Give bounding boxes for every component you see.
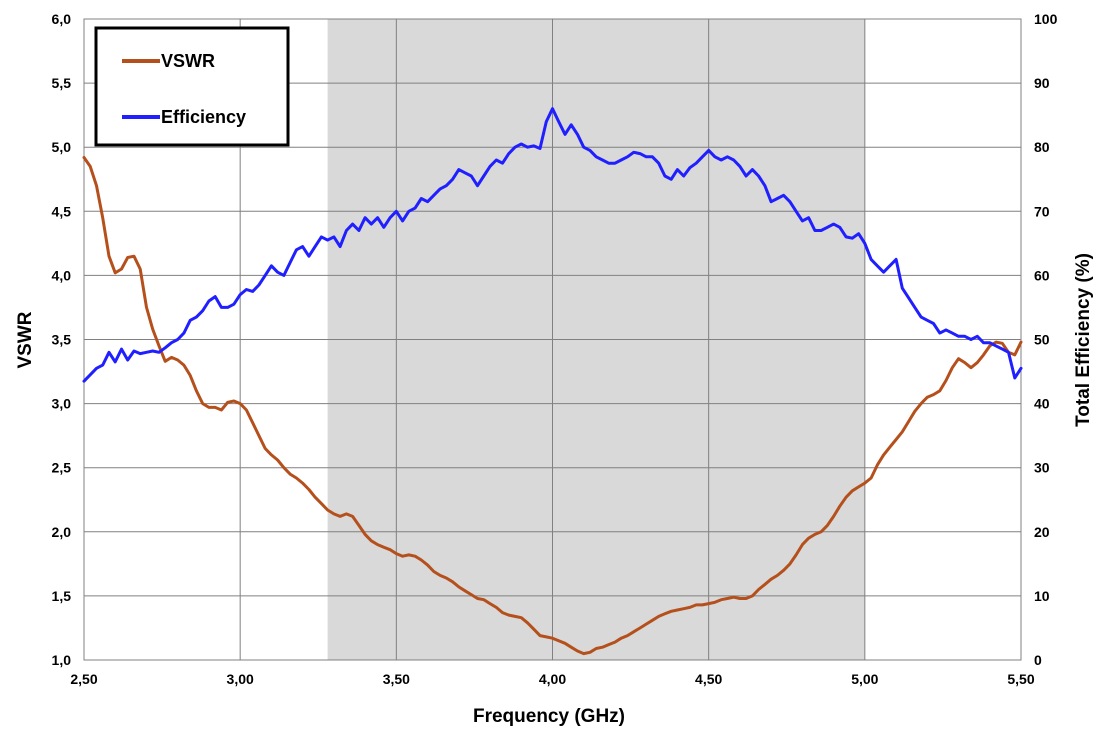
y2-tick-label: 40 xyxy=(1034,396,1050,412)
legend-box xyxy=(94,26,290,147)
y-tick-label: 4,0 xyxy=(52,267,72,283)
legend: VSWR Efficiency xyxy=(94,26,290,147)
y2-axis-title: Total Efficiency (%) xyxy=(1073,253,1094,427)
y-tick-label: 1,0 xyxy=(52,652,72,668)
x-tick-label: 4,50 xyxy=(695,671,722,687)
y2-tick-label: 0 xyxy=(1034,652,1042,668)
plot-area-frame xyxy=(83,18,1022,661)
y2-tick-label: 60 xyxy=(1034,267,1050,283)
x-tick-label: 4,00 xyxy=(539,671,566,687)
y2-tick-label: 80 xyxy=(1034,139,1050,155)
series-line-vswr xyxy=(82,156,1023,656)
y-tick-label: 1,5 xyxy=(52,588,72,604)
y-tick-label: 6,0 xyxy=(52,11,72,27)
y-tick-label: 4,5 xyxy=(52,203,72,219)
y-tick-label: 3,0 xyxy=(52,396,72,412)
y-tick-label: 2,0 xyxy=(52,524,72,540)
x-tick-label: 3,00 xyxy=(227,671,254,687)
legend-label-efficiency: Efficiency xyxy=(161,107,246,127)
y2-tick-label: 70 xyxy=(1034,203,1050,219)
x-tick-label: 2,50 xyxy=(70,671,97,687)
x-tick-label: 3,50 xyxy=(383,671,410,687)
x-tick-label: 5,50 xyxy=(1007,671,1034,687)
series-line-efficiency xyxy=(82,107,1023,383)
x-tick-labels: 2,50 3,00 3,50 4,00 4,50 5,00 5,50 xyxy=(70,671,1034,687)
y2-tick-label: 20 xyxy=(1034,524,1050,540)
y-tick-label: 2,5 xyxy=(52,460,72,476)
y2-tick-label: 30 xyxy=(1034,460,1050,476)
y-tick-labels: 1,0 1,5 2,0 2,5 3,0 3,5 4,0 4,5 5,0 5,5 6,0 xyxy=(52,11,72,668)
y-tick-label: 3,5 xyxy=(52,332,72,348)
y-tick-label: 5,0 xyxy=(52,139,72,155)
y2-tick-label: 10 xyxy=(1034,588,1050,604)
x-axis-title: Frequency (GHz) xyxy=(473,706,625,727)
y-axis-title: VSWR xyxy=(15,311,36,368)
y-tick-label: 5,5 xyxy=(52,75,72,91)
y2-tick-label: 100 xyxy=(1034,11,1058,27)
y2-tick-label: 90 xyxy=(1034,75,1050,91)
y2-tick-label: 50 xyxy=(1034,332,1050,348)
legend-label-vswr: VSWR xyxy=(161,51,215,71)
y2-tick-labels: 0 10 20 30 40 50 60 70 80 90 100 xyxy=(1034,11,1058,668)
x-tick-label: 5,00 xyxy=(851,671,878,687)
